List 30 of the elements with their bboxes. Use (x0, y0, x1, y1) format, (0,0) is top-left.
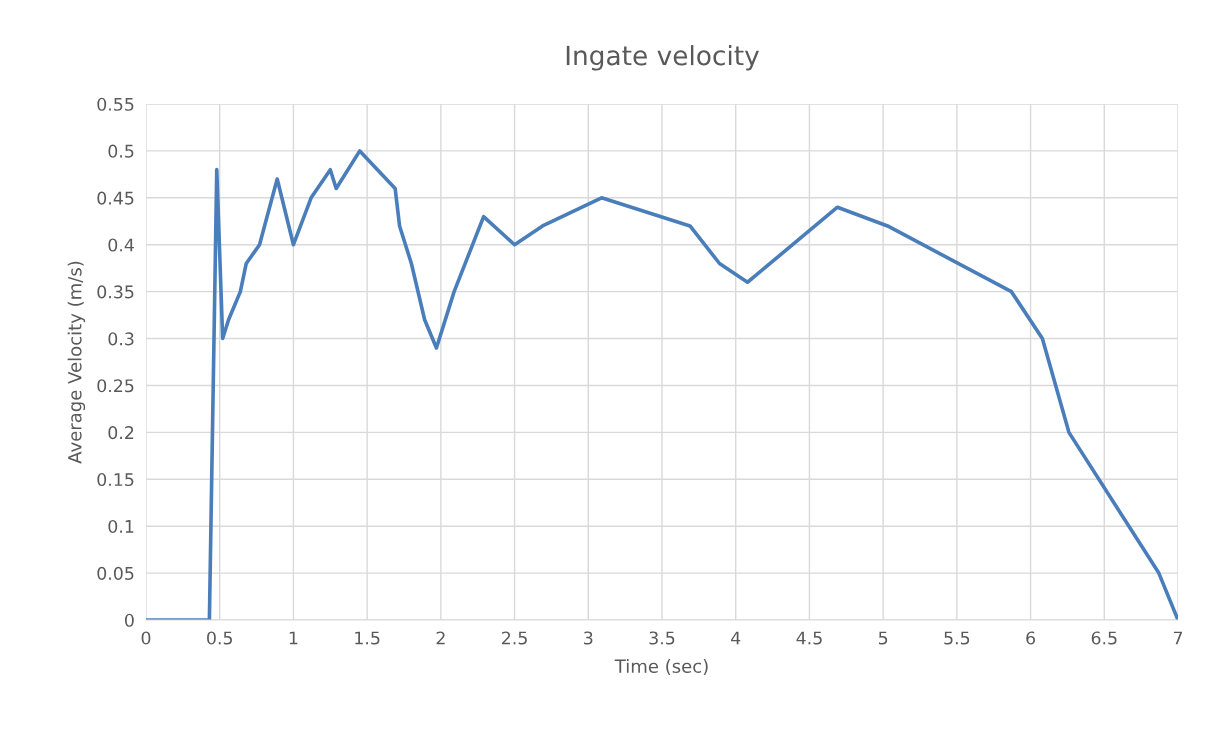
x-tick-label: 4.5 (796, 631, 822, 645)
y-tick-label: 0 (124, 613, 134, 627)
y-tick-label: 0.4 (108, 238, 134, 252)
x-tick-label: 1 (289, 631, 298, 645)
x-tick-label: 6.5 (1091, 631, 1117, 645)
x-tick-label: 7 (1173, 631, 1183, 645)
x-tick-label: 1.5 (355, 631, 380, 645)
x-tick-label: 5.5 (944, 631, 970, 645)
x-tick-label: 4 (731, 631, 741, 645)
y-axis-title: Average Velocity (m/s) (67, 261, 86, 464)
y-tick-label: 0.15 (97, 472, 134, 487)
y-tick-label: 0.3 (108, 332, 134, 346)
x-tick-label: 3 (584, 631, 593, 645)
x-axis-title: Time (sec) (614, 659, 708, 676)
y-tick-label: 0.55 (97, 97, 134, 111)
x-tick-label: 0 (141, 631, 151, 645)
x-tick-label: 0.5 (207, 631, 232, 645)
x-tick-label: 6 (1026, 631, 1035, 645)
x-tick-label: 2.5 (502, 631, 527, 645)
x-tick-label: 3.5 (649, 631, 675, 645)
y-tick-label: 0.25 (97, 379, 134, 393)
y-tick-label: 0.35 (97, 285, 134, 299)
x-tick-label: 2 (436, 631, 445, 645)
y-tick-label: 0.1 (108, 519, 134, 534)
y-tick-label: 0.05 (97, 566, 134, 580)
x-tick-label: 5 (878, 631, 888, 645)
y-tick-label: 0.2 (108, 426, 134, 440)
y-tick-label: 0.5 (108, 144, 134, 158)
chart-title: Ingate velocity (566, 45, 759, 71)
y-tick-label: 0.45 (97, 191, 134, 205)
